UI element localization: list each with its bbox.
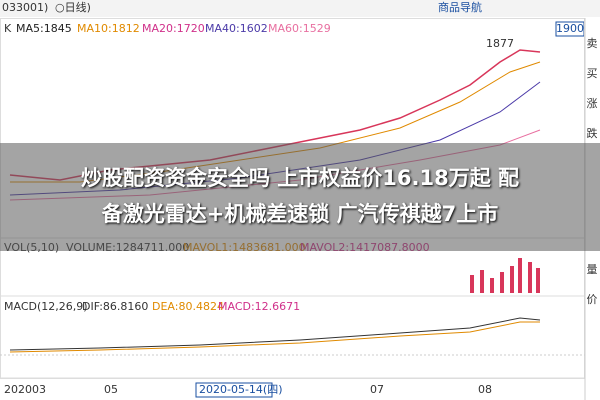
macd-label: MACD(12,26,9) <box>4 300 88 313</box>
ma-label: MA10:1812 <box>77 22 140 35</box>
k-label: K <box>4 22 12 35</box>
stock-code: 033001) <box>2 1 48 14</box>
header-bar <box>0 0 600 17</box>
x-label: 07 <box>370 383 384 396</box>
ma-label: MA5:1845 <box>16 22 72 35</box>
side-label[interactable]: 量 <box>587 263 598 276</box>
ma-label: MA20:1720 <box>142 22 205 35</box>
headline-overlay: 炒股配资资金安全吗 上市权益价16.18万起 配 备激光雷达+机械差速锁 广汽传… <box>0 143 600 251</box>
side-label[interactable]: 价 <box>587 293 598 306</box>
macd-label: MACD:12.6671 <box>218 300 300 313</box>
x-label: 2020-05-14(四) <box>199 383 283 396</box>
macd-label: DEA:80.4824 <box>152 300 224 313</box>
ma-label: MA40:1602 <box>205 22 268 35</box>
side-label[interactable]: 卖 <box>587 37 598 50</box>
x-label: 05 <box>104 383 118 396</box>
price-box-label: 1900 <box>556 22 584 35</box>
period: ○日线) <box>55 0 91 14</box>
side-label[interactable]: 涨 <box>587 97 598 110</box>
x-cursor-box <box>195 382 273 398</box>
x-label: 08 <box>478 383 492 396</box>
dif-line <box>9 317 541 351</box>
nav-link[interactable]: 商品导航 <box>438 0 482 14</box>
headline-line: 炒股配资资金安全吗 上市权益价16.18万起 配 <box>80 166 520 190</box>
side-label[interactable]: 买 <box>587 67 598 80</box>
side-label[interactable]: 跌 <box>587 126 598 140</box>
high-label: 1877 <box>486 37 514 50</box>
headline-line: 备激光雷达+机械差速锁 广汽传祺越7上市 <box>101 202 499 226</box>
ma-label: MA60:1529 <box>268 22 331 35</box>
volume-bars <box>470 258 540 293</box>
dea-line <box>9 321 540 353</box>
x-label: 202003 <box>4 383 46 396</box>
macd-label: DIF:86.8160 <box>82 300 148 313</box>
